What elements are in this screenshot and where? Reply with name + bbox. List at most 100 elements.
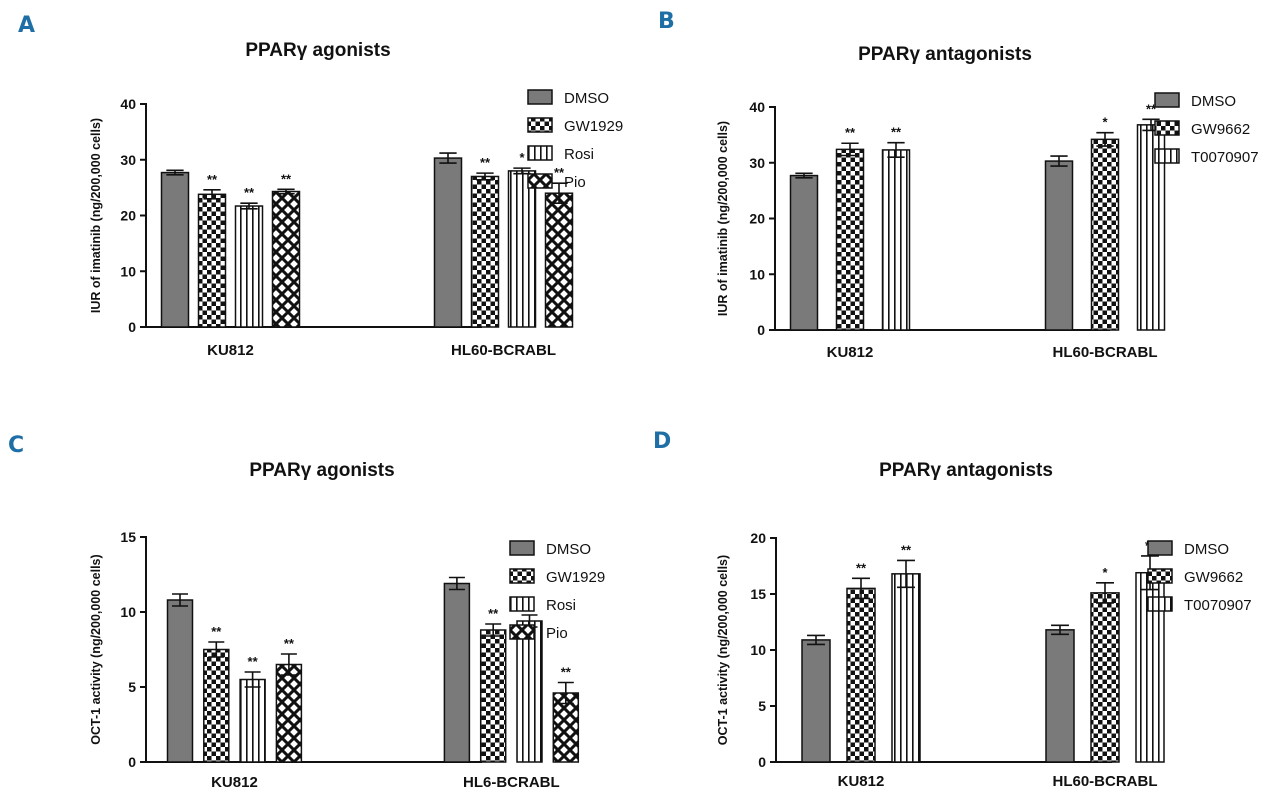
category-label: HL60-BCRABL <box>451 342 556 359</box>
legend-label: DMSO <box>546 541 591 558</box>
significance-marker: ** <box>488 606 499 621</box>
panel-letter: A <box>18 13 35 38</box>
significance-marker: ** <box>211 624 222 639</box>
category-label: HL60-BCRABL <box>1053 344 1158 361</box>
bar-rosi-ku812 <box>239 678 266 763</box>
significance-marker: ** <box>248 654 259 669</box>
y-tick-label: 10 <box>120 604 136 620</box>
bar-pio-ku812 <box>271 190 301 328</box>
error-bar <box>1050 155 1068 167</box>
legend-swatch-t0070907 <box>1147 596 1173 612</box>
error-bar <box>439 152 457 164</box>
error-bar <box>1051 624 1069 636</box>
significance-marker: ** <box>1146 101 1157 116</box>
bar-dmso-ku812 <box>789 174 819 331</box>
bar-gw1929-hl6-bcrabl <box>479 629 507 763</box>
error-bar <box>166 169 184 176</box>
error-bar <box>244 671 261 688</box>
legend-label: DMSO <box>564 90 609 107</box>
bar-dmso-hl60-bcrabl <box>1044 160 1074 331</box>
error-bar <box>807 634 825 646</box>
error-bar <box>1096 582 1114 604</box>
bar-gw1929-hl60-bcrabl <box>470 175 500 328</box>
significance-marker: ** <box>281 171 292 186</box>
y-axis-label: OCT-1 activity (ng/200,000 cells) <box>89 554 103 744</box>
y-tick-label: 15 <box>120 529 136 545</box>
category-label: KU812 <box>827 344 874 361</box>
error-bar <box>897 559 915 589</box>
significance-marker: ** <box>554 165 565 180</box>
category-label: KU812 <box>838 773 885 790</box>
error-bar <box>280 653 297 676</box>
significance-marker: * <box>1102 115 1108 130</box>
category-label: KU812 <box>211 774 258 791</box>
chart-panel-c: C PPARγ agonists OCT-1 activity (ng/200,00… <box>8 433 605 791</box>
y-tick-label: 0 <box>128 754 136 770</box>
bar-rosi-ku812 <box>234 205 264 328</box>
y-axis-label: IUR of imatinib (ng/200,000 cells) <box>89 118 103 313</box>
bar-dmso-hl60-bcrabl <box>1045 629 1075 763</box>
error-bar <box>203 189 221 200</box>
legend-label: Rosi <box>546 597 576 614</box>
panel-letter: C <box>8 433 24 458</box>
error-bar <box>277 188 295 195</box>
chart-panel-b: B PPARγ antagonists IUR of imatinib (ng/20… <box>658 9 1259 361</box>
y-tick-label: 40 <box>749 99 765 115</box>
legend-label: GW9662 <box>1191 121 1250 138</box>
y-axis-label: IUR of imatinib (ng/200,000 cells) <box>716 121 730 316</box>
bar-gw9662-hl60-bcrabl <box>1090 592 1120 763</box>
bar-pio-ku812 <box>275 663 303 763</box>
bar-dmso-ku812 <box>166 599 194 763</box>
error-bar <box>795 172 813 179</box>
significance-marker: ** <box>561 665 572 680</box>
chart-title: PPARγ antagonists <box>858 44 1032 65</box>
legend-swatch-dmso <box>1147 540 1173 556</box>
bar-rosi-hl60-bcrabl <box>507 170 537 328</box>
legend: DMSO GW9662 T0070907 <box>1147 540 1252 614</box>
legend-swatch-pio <box>509 624 535 640</box>
bar-dmso-hl6-bcrabl <box>443 582 471 763</box>
chart-panel-a: A PPARγ agonists IUR of imatinib (ng/200,0… <box>18 13 623 359</box>
significance-marker: ** <box>845 125 856 140</box>
significance-marker: * <box>1102 565 1108 580</box>
panel-letter: B <box>658 9 675 34</box>
y-tick-label: 30 <box>120 152 136 168</box>
category-label: HL60-BCRABL <box>1053 773 1158 790</box>
bar-gw9662-ku812 <box>835 148 865 331</box>
bar-gw1929-ku812 <box>203 648 230 763</box>
legend-swatch-rosi <box>527 145 553 161</box>
error-bar <box>476 172 494 181</box>
y-tick-label: 40 <box>120 96 136 112</box>
y-tick-label: 20 <box>750 530 766 546</box>
y-tick-label: 15 <box>750 586 766 602</box>
error-bar <box>887 141 905 158</box>
significance-marker: ** <box>480 155 491 170</box>
bar-gw9662-ku812 <box>846 587 876 763</box>
bar-dmso-ku812 <box>160 171 190 328</box>
error-bar <box>852 577 870 600</box>
legend: DMSO GW9662 T0070907 <box>1154 92 1259 166</box>
y-tick-label: 10 <box>749 266 765 282</box>
legend-swatch-gw9662 <box>1154 120 1180 136</box>
error-bar <box>172 593 188 607</box>
chart-title: PPARγ agonists <box>245 40 390 61</box>
legend-label: Pio <box>564 174 586 191</box>
legend-swatch-t0070907 <box>1154 148 1180 164</box>
legend-label: Rosi <box>564 146 594 163</box>
legend: DMSO GW1929 Rosi Pio <box>509 540 605 642</box>
significance-marker: ** <box>901 542 912 557</box>
y-tick-label: 0 <box>128 319 136 335</box>
error-bar <box>485 623 502 637</box>
y-tick-label: 0 <box>757 322 765 338</box>
legend-label: GW9662 <box>1184 569 1243 586</box>
bar-t0070907-ku812 <box>881 149 911 331</box>
significance-marker: ** <box>891 125 902 140</box>
error-bar <box>557 681 574 705</box>
significance-marker: ** <box>244 185 255 200</box>
error-bar <box>550 182 568 205</box>
y-tick-label: 20 <box>120 208 136 224</box>
significance-marker: ** <box>207 172 218 187</box>
bar-gw9662-hl60-bcrabl <box>1090 138 1120 331</box>
bar-gw1929-ku812 <box>197 193 227 328</box>
